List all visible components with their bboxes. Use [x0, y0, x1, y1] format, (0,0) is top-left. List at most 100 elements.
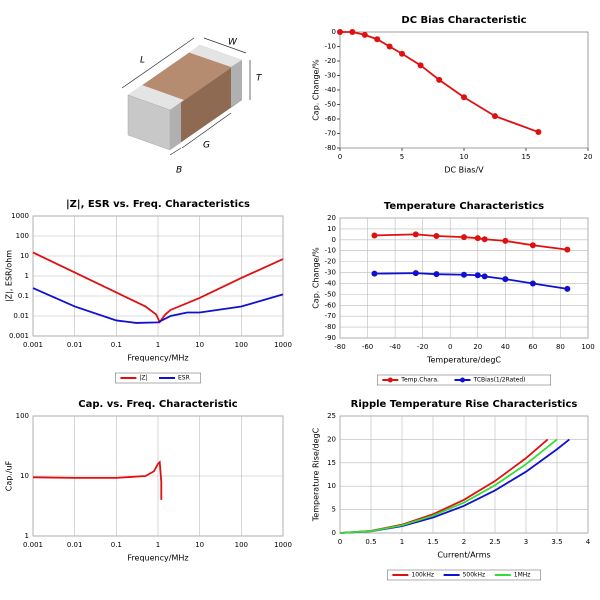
y-tick-label: 10	[327, 482, 336, 490]
dim-label: W	[228, 38, 238, 48]
dimension-lines	[121, 37, 251, 156]
x-tick-label: 2.5	[489, 538, 500, 546]
x-tick-label: 10	[460, 153, 469, 161]
x-tick-label: 20	[473, 343, 482, 351]
x-tick-label: 10	[195, 541, 204, 549]
y-tick-label: 0	[332, 529, 336, 537]
y-tick-label: 100	[16, 232, 29, 240]
y-tick-label: 20	[327, 214, 336, 222]
x-tick-label: 4	[586, 538, 591, 546]
y-tick-label: 0.001	[9, 332, 29, 340]
y-tick-label: 0.1	[18, 292, 29, 300]
legend-label: 100kHz	[411, 572, 434, 579]
chart: Cap. vs. Freq. Characteristic Frequency/M…	[5, 399, 292, 563]
legend-box	[115, 372, 201, 384]
marker	[535, 129, 542, 136]
y-tick-label: 25	[327, 412, 336, 420]
chart: Ripple Temperature Rise Characteristics C…	[312, 399, 591, 581]
y-tick-label: 1000	[11, 212, 29, 220]
x-tick-label: 0	[338, 153, 342, 161]
series-line	[339, 438, 558, 534]
legend-label: 500kHz	[463, 572, 486, 579]
y-tick-label: 0	[332, 28, 336, 36]
series-line	[32, 460, 163, 500]
marker	[371, 232, 378, 239]
chart: DC Bias Characteristic DC Bias/V Cap. Chan…	[312, 15, 593, 175]
x-tick-label: 80	[556, 343, 565, 351]
y-tick-label: -20	[325, 57, 336, 65]
series-line	[32, 287, 284, 324]
legend-label: Temp.Chara.	[400, 377, 439, 384]
y-axis-label: |Z|, ESR/ohm	[5, 250, 14, 302]
y-tick-label: 10	[20, 252, 29, 260]
marker	[349, 29, 356, 35]
y-tick-label: -60	[325, 301, 336, 309]
marker	[502, 276, 509, 283]
marker	[386, 43, 393, 50]
x-tick-label: 2	[462, 538, 466, 546]
chart-title: DC Bias Characteristic	[401, 15, 526, 26]
dim-label: B	[176, 166, 182, 176]
marker	[461, 234, 467, 241]
cap-side-right	[231, 60, 242, 107]
marker	[433, 233, 440, 239]
marker	[436, 76, 443, 83]
marker	[474, 272, 481, 279]
x-axis-label: Frequency/MHz	[127, 554, 188, 563]
y-axis-label: Temperature Rise/degC	[312, 427, 321, 522]
x-tick-label: -80	[334, 343, 345, 351]
x-tick-label: 40	[501, 343, 510, 351]
y-tick-label: 15	[327, 459, 336, 467]
y-axis-label: Cap./uF	[5, 460, 14, 491]
marker	[564, 285, 571, 292]
cap-top-left	[128, 85, 184, 110]
x-tick-label: 0.1	[111, 541, 122, 549]
x-tick-label: 0	[448, 343, 452, 351]
x-axis-label: Temperature/degC	[426, 356, 501, 365]
marker	[492, 113, 498, 120]
chart-title: Temperature Characteristics	[384, 201, 544, 212]
x-tick-label: 0	[338, 538, 342, 546]
marker	[474, 235, 481, 242]
y-tick-label: 10	[327, 225, 336, 233]
x-tick-label: 1	[156, 341, 160, 349]
x-tick-label: 1	[156, 541, 160, 549]
y-tick-label: -30	[325, 72, 336, 80]
marker	[481, 273, 488, 280]
marker	[412, 270, 419, 277]
x-axis-label: DC Bias/V	[444, 166, 484, 175]
marker	[461, 271, 467, 278]
x-tick-label: 15	[522, 153, 531, 161]
x-tick-label: 0.001	[23, 541, 43, 549]
y-tick-label: 10	[20, 472, 29, 480]
x-tick-label: 0.001	[23, 341, 43, 349]
legend-marker	[387, 377, 393, 383]
x-axis-label: Current/Arms	[437, 551, 490, 560]
x-tick-label: -20	[417, 343, 428, 351]
legend-marker	[460, 377, 465, 383]
chart: Temperature Characteristics Temperature/d…	[312, 201, 595, 386]
x-tick-label: 5	[400, 153, 404, 161]
x-tick-label: 100	[235, 341, 248, 349]
y-tick-label: 0	[332, 236, 336, 244]
x-tick-label: 3	[524, 538, 528, 546]
x-axis-label: Frequency/MHz	[127, 354, 188, 363]
y-tick-label: -90	[325, 334, 336, 342]
y-tick-label: 20	[327, 435, 336, 443]
legend-label: TCBias(1/2Rated)	[473, 377, 526, 384]
y-tick-label: -30	[325, 269, 336, 277]
x-tick-label: 0.01	[67, 541, 83, 549]
legend-label: |Z|	[139, 375, 147, 382]
x-tick-label: 0.01	[67, 341, 83, 349]
y-tick-label: -20	[325, 258, 336, 266]
marker	[361, 31, 368, 38]
marker	[461, 94, 467, 101]
marker	[374, 36, 381, 43]
y-tick-label: -40	[325, 86, 336, 94]
x-tick-label: -60	[362, 343, 373, 351]
chart-title: |Z|, ESR vs. Freq. Characteristics	[66, 199, 250, 210]
x-tick-label: 0.5	[365, 538, 376, 546]
legend-label: ESR	[178, 375, 190, 382]
y-tick-label: -80	[325, 144, 336, 152]
